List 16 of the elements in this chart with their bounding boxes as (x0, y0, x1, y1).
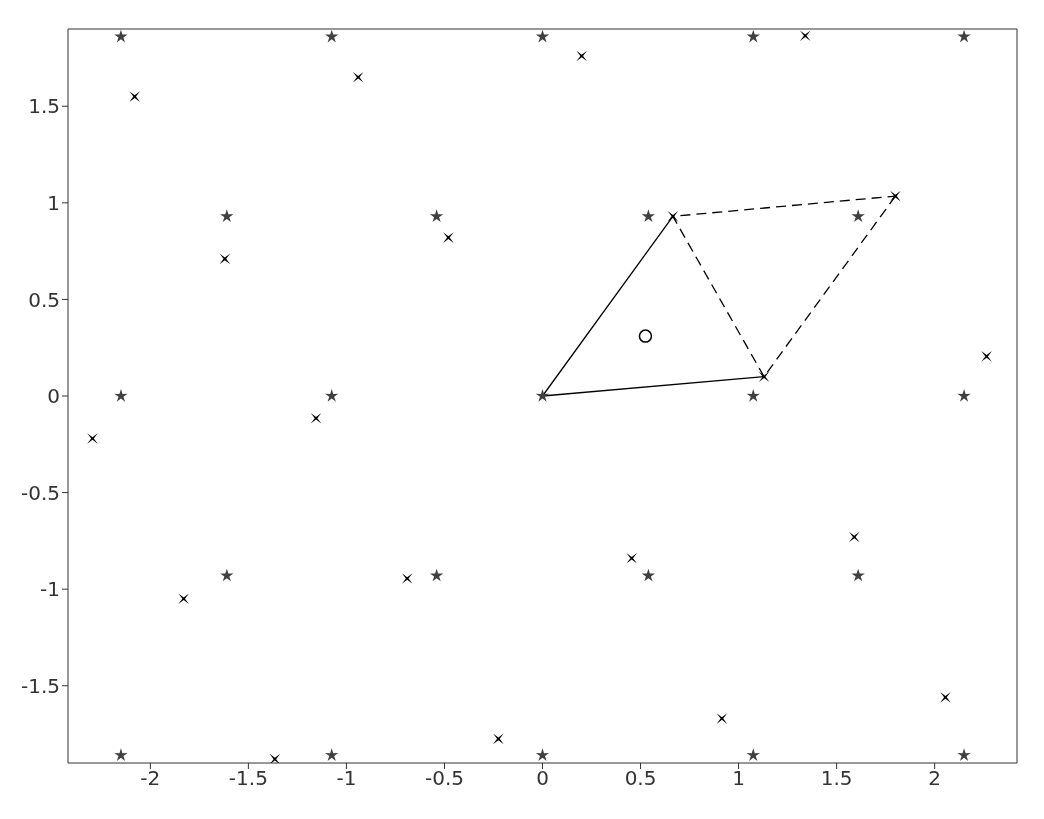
y-tick-label: -1 (40, 577, 60, 602)
x-tick-label: 2 (928, 766, 942, 791)
x-tick-label: -2 (140, 766, 161, 791)
x-tick-label: -0.5 (424, 766, 464, 791)
y-tick-label: -1.5 (20, 673, 60, 698)
y-tick-label: -0.5 (20, 480, 60, 505)
x-tick-label: -1.5 (228, 766, 268, 791)
x-tick-label: 1.5 (820, 766, 853, 791)
x-tick-label: -1 (336, 766, 357, 791)
y-tick-label: 1.5 (28, 94, 60, 119)
y-tick-label: 0.5 (28, 287, 60, 312)
x-tick-label: 0.5 (624, 766, 657, 791)
x-tick-label: 1 (732, 766, 745, 791)
y-tick-label: 0 (47, 384, 60, 409)
x-tick-label: 0 (536, 766, 549, 791)
y-tick-label: 1 (47, 190, 60, 215)
